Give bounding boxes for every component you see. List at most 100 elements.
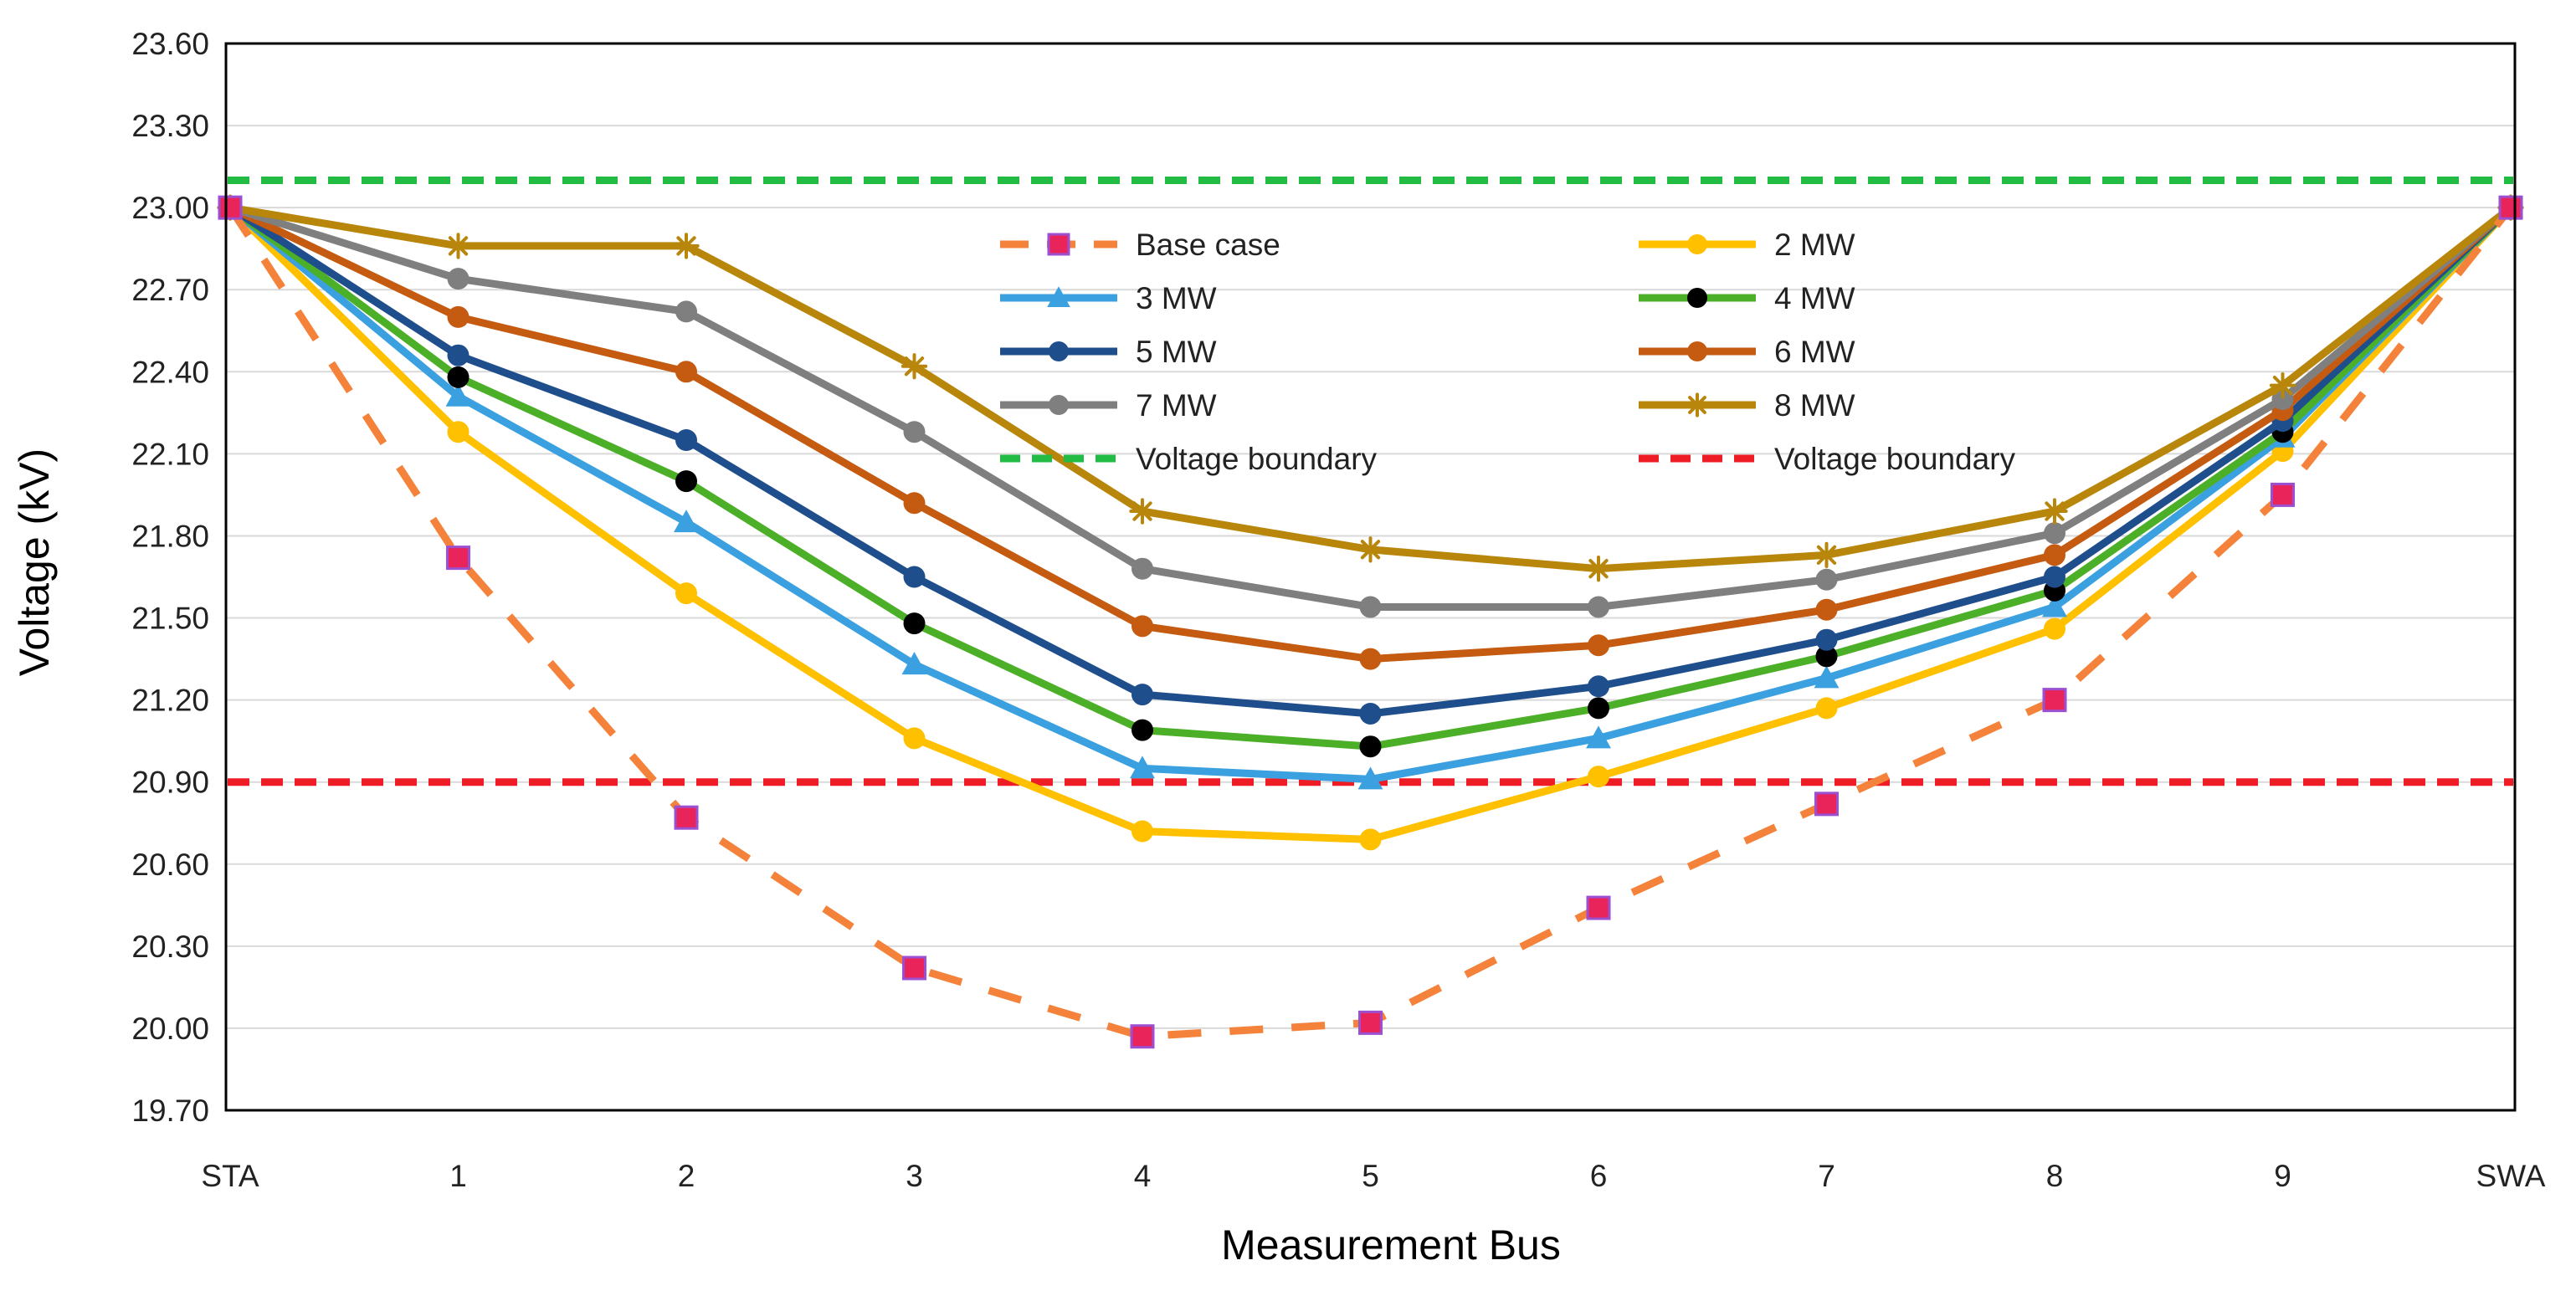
data-point-8-mw-4: [1129, 498, 1156, 525]
y-tick-label: 21.20: [131, 684, 209, 718]
data-point-3-mw-4: [1130, 756, 1155, 779]
data-point-8-mw-3: [901, 353, 928, 380]
data-point-6-mw-4: [1131, 615, 1153, 638]
data-point-3-mw-3: [901, 652, 927, 675]
data-point-2-mw-4: [1131, 820, 1153, 843]
data-point-2-mw-8: [2044, 617, 2065, 640]
data-point-4-mw-7: [1815, 645, 1838, 668]
legend: Base case 2 MW 3 MW 4 MW 5 MW 6 MW 7 MW 8 MW Vol…: [1000, 228, 2016, 476]
data-point-5-mw-8: [2044, 566, 2065, 588]
plot-area-border: [224, 42, 2517, 1112]
data-point-8-mw-9: [2269, 372, 2296, 399]
data-point-6-mw-6: [1588, 634, 1609, 657]
data-point-6-mw-8: [2044, 544, 2065, 566]
data-point-3-mw-1: [445, 383, 471, 407]
x-tick-label: 9: [2274, 1159, 2291, 1193]
data-point-base-case-1: [446, 546, 470, 571]
data-point-5-mw-2: [675, 429, 697, 452]
x-tick-label: 3: [906, 1159, 923, 1193]
data-point-7-mw-4: [1131, 557, 1153, 580]
data-point-3-mw-6: [1586, 725, 1611, 749]
data-point-6-mw-1: [447, 305, 470, 328]
data-point-base-case-6: [1586, 895, 1611, 920]
legend-swatch-marker: [1687, 234, 1707, 254]
x-tick-label: 4: [1134, 1159, 1152, 1193]
data-point-2-mw-1: [447, 421, 470, 443]
x-tick-label: SWA: [2476, 1159, 2546, 1193]
legend-item-base-case: Base case: [1000, 228, 1280, 262]
data-point-4-mw-3: [903, 612, 926, 635]
x-tick-label: 2: [678, 1159, 695, 1193]
x-tick-label: STA: [201, 1159, 259, 1193]
data-point-7-mw-6: [1588, 596, 1609, 618]
data-point-8-mw-2: [673, 233, 700, 259]
y-tick-label: 20.60: [131, 848, 209, 882]
data-point-base-case-4: [1130, 1024, 1155, 1049]
data-point-3-mw-5: [1357, 766, 1383, 790]
data-point-7-mw-9: [2271, 388, 2294, 410]
legend-label: Voltage boundary: [1774, 442, 2016, 476]
legend-swatch-marker: [1685, 392, 1710, 418]
data-point-2-mw-6: [1588, 766, 1609, 788]
x-tick-label: 6: [1590, 1159, 1608, 1193]
data-point-6-mw-2: [675, 361, 697, 383]
data-point-4-mw-5: [1359, 735, 1382, 758]
legend-label: 7 MW: [1136, 388, 1217, 423]
legend-item-6-mw: 6 MW: [1639, 335, 1855, 369]
legend-swatch-marker: [1687, 288, 1707, 308]
legend-swatch-marker: [1049, 395, 1069, 415]
data-point-3-mw-8: [2042, 594, 2067, 617]
data-point-5-mw-1: [447, 344, 470, 366]
data-point-7-mw-1: [447, 268, 470, 290]
data-point-base-case-3: [902, 955, 926, 981]
series-layer: [217, 194, 2524, 1049]
y-tick-label: 20.90: [131, 766, 209, 800]
legend-label: 6 MW: [1774, 335, 1855, 369]
data-point-2-mw-7: [1815, 697, 1838, 720]
data-point-2-mw-2: [675, 582, 697, 605]
data-point-2-mw-3: [903, 727, 926, 750]
legend-label: 3 MW: [1136, 281, 1217, 315]
legend-swatch-marker: [1047, 286, 1070, 308]
data-point-7-mw-3: [903, 421, 926, 443]
legend-label: Voltage boundary: [1136, 442, 1378, 476]
data-point-base-case-5: [1358, 1010, 1383, 1035]
legend-swatch-marker: [1047, 233, 1070, 256]
data-point-6-mw-7: [1815, 598, 1838, 621]
legend-item-5-mw: 5 MW: [1000, 335, 1217, 369]
axis-layer: 19.70 20.00 20.30 20.60 20.90 21.20 21.50 21.80…: [131, 27, 2545, 1193]
x-tick-label: 1: [449, 1159, 467, 1193]
legend-item-8-mw: 8 MW: [1639, 388, 1855, 423]
y-tick-label: 22.10: [131, 437, 209, 471]
legend-item-2-mw: 2 MW: [1639, 228, 1855, 262]
data-point-base-case-7: [1814, 792, 1839, 817]
x-tick-label: 5: [1362, 1159, 1379, 1193]
data-point-base-case-2: [674, 805, 699, 830]
data-point-7-mw-7: [1815, 568, 1838, 591]
legend-label: 5 MW: [1136, 335, 1217, 369]
y-tick-label: 23.30: [131, 109, 209, 143]
data-point-5-mw-3: [903, 566, 926, 588]
y-tick-label: 21.80: [131, 519, 209, 553]
data-point-4-mw-4: [1131, 719, 1153, 741]
legend-item-3-mw: 3 MW: [1000, 281, 1217, 315]
y-tick-label: 19.70: [131, 1094, 209, 1128]
data-point-base-case-8: [2042, 688, 2067, 713]
data-point-4-mw-1: [447, 366, 470, 388]
data-point-6-mw-3: [903, 492, 926, 515]
y-tick-label: 22.70: [131, 273, 209, 307]
data-point-3-mw-2: [674, 510, 699, 533]
data-point-base-case-10: [2498, 195, 2523, 220]
y-tick-label: 23.60: [131, 27, 209, 61]
legend-item-4-mw: 4 MW: [1639, 281, 1855, 315]
legend-label: 4 MW: [1774, 281, 1855, 315]
data-point-4-mw-2: [675, 470, 697, 493]
grid-layer: [226, 43, 2515, 1111]
legend-swatch-marker: [1687, 341, 1707, 361]
y-axis-title: Voltage (kV): [11, 448, 58, 676]
x-axis-title: Measurement Bus: [1221, 1222, 1561, 1268]
data-point-3-mw-7: [1814, 665, 1840, 689]
data-point-base-case-0: [218, 195, 243, 220]
y-tick-label: 20.00: [131, 1012, 209, 1046]
